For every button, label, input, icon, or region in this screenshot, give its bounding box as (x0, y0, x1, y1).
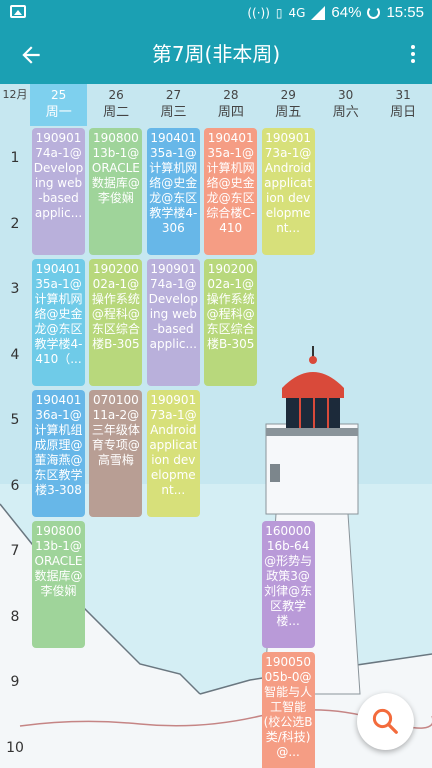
period-number: 2 (10, 215, 20, 232)
battery-ring-icon (367, 6, 381, 19)
course-card[interactable]: 07010011a-2@三年级体育专项@高雪梅 (89, 390, 143, 517)
course-card[interactable]: 19020002a-1@操作系统@程科@东区综合楼B-305 (204, 259, 258, 386)
period-number: 4 (10, 346, 20, 363)
clock: 15:55 (386, 4, 424, 21)
day-header-4: 29 周五 (260, 84, 317, 126)
course-card[interactable]: 19090173a-1@Android application developm… (146, 390, 200, 517)
day-date: 29 (280, 88, 296, 102)
course-card[interactable]: 19040135a-1@计算机网络@史金龙@东区教学楼4-410（... (32, 259, 85, 386)
day-header-3: 28 周四 (202, 84, 259, 126)
day-weekday: 周三 (160, 105, 187, 120)
day-weekday: 周一 (45, 105, 72, 120)
day-weekday: 周六 (332, 105, 359, 120)
hotspot-icon: ((·)) (247, 5, 270, 20)
search-button[interactable] (357, 693, 414, 750)
course-card[interactable]: 19080013b-1@ORACLE数据库@李俊娴 (32, 521, 85, 648)
period-number: 9 (10, 674, 20, 690)
day-header-2: 27 周三 (145, 84, 202, 126)
signal-icon (311, 5, 326, 20)
day-date: 26 (108, 88, 124, 102)
course-card[interactable]: 19005005b-0@智能与人工智能(校公选B类/科技)@... (261, 652, 315, 768)
day-header-6: 31 周日 (374, 84, 431, 126)
search-icon (372, 708, 398, 734)
day-header-0: 25 周一 (30, 84, 88, 126)
course-card[interactable]: 19040135a-1@计算机网络@史金龙@东区教学楼4-306 (146, 128, 200, 255)
period-number: 1 (10, 150, 20, 166)
arrow-back-icon[interactable] (18, 42, 44, 68)
course-card[interactable]: 19040135a-1@计算机网络@史金龙@东区综合楼C-410 (204, 128, 258, 255)
course-card[interactable]: 19090173a-1@Android application developm… (261, 128, 315, 255)
course-card[interactable]: 19090174a-1@Developing web-based applic.… (146, 259, 200, 386)
app-bar: 第7周(非本周) (0, 25, 432, 84)
network-type: 4G (288, 5, 306, 20)
week-day-header: 12月 25 周一 26 周二 27 周三 28 周四 29 周五 30 周六 31 周日 (0, 84, 432, 126)
day-date: 28 (223, 88, 239, 102)
day-weekday: 周五 (275, 105, 302, 120)
status-bar: ((·)) ▯ 4G 64% 15:55 (0, 0, 432, 25)
period-number: 3 (10, 281, 20, 297)
day-weekday: 周四 (217, 105, 244, 120)
month-label: 12月 (2, 88, 28, 101)
day-weekday: 周日 (390, 105, 417, 120)
day-date: 25 (51, 88, 67, 102)
course-card[interactable]: 16000016b-64@形势与政策3@刘律@东区教学楼... (261, 521, 315, 648)
gallery-notification-icon (10, 5, 26, 18)
vibrate-icon: ▯ (275, 5, 283, 20)
period-number: 10 (6, 739, 24, 756)
course-card[interactable]: 19080013b-1@ORACLE数据库@李俊娴 (89, 128, 143, 255)
day-date: 31 (395, 88, 411, 102)
day-header-5: 30 周六 (317, 84, 374, 126)
period-number: 5 (10, 412, 20, 428)
day-header-1: 26 周二 (87, 84, 144, 126)
course-card[interactable]: 19020002a-1@操作系统@程科@东区综合楼B-305 (89, 259, 143, 386)
day-date: 27 (165, 88, 182, 102)
more-vert-icon[interactable] (410, 45, 416, 65)
week-title[interactable]: 第7周(非本周) (151, 42, 281, 66)
day-date: 30 (338, 88, 354, 102)
course-card[interactable]: 19040136a-1@计算机组成原理@董海燕@东区教学楼3-308 (32, 390, 85, 517)
battery-percent: 64% (331, 4, 362, 21)
course-card[interactable]: 19090174a-1@Developing web-based applic.… (32, 128, 85, 255)
period-number: 8 (10, 608, 20, 625)
period-number: 7 (10, 543, 20, 559)
period-number: 6 (10, 477, 20, 494)
day-weekday: 周二 (103, 105, 130, 120)
